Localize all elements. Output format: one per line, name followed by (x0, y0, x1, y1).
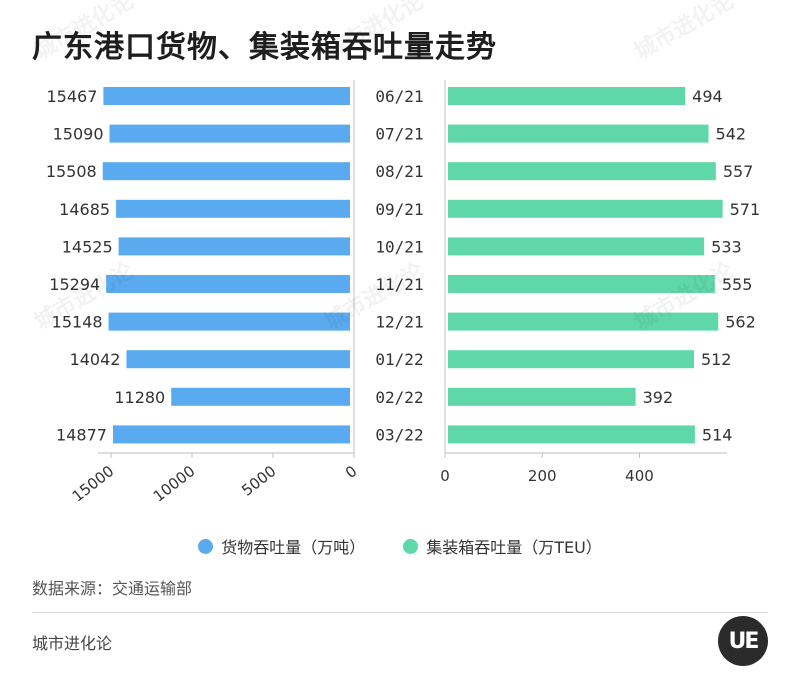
category-label: 12/21 (375, 313, 423, 332)
container-value-label: 555 (722, 275, 753, 294)
container-bar (448, 124, 709, 143)
left-tick-label: 10000 (150, 462, 199, 506)
container-value-label: 494 (692, 87, 723, 106)
cargo-bar (171, 387, 350, 406)
legend-label-container: 集装箱吞吐量（万TEU） (426, 538, 602, 557)
category-label: 11/21 (375, 275, 423, 294)
cargo-value-label: 14877 (56, 425, 107, 444)
chart-title: 广东港口货物、集装箱吞吐量走势 (32, 30, 497, 65)
cargo-bar (103, 87, 350, 105)
divider (32, 612, 768, 613)
container-bar (448, 199, 723, 218)
cargo-bar (108, 312, 350, 331)
cargo-value-label: 15467 (46, 87, 97, 106)
container-value-label: 557 (723, 162, 754, 181)
legend-label-cargo: 货物吞吐量（万吨） (221, 538, 366, 557)
cargo-bar (118, 237, 350, 256)
container-bar (448, 237, 705, 256)
cargo-value-label: 15508 (46, 162, 97, 181)
container-bar (448, 312, 719, 331)
cargo-bar (126, 350, 351, 369)
left-tick-label: 0 (342, 462, 361, 482)
container-bar (448, 275, 715, 293)
cargo-bar (109, 124, 350, 143)
cargo-value-label: 14525 (62, 237, 113, 256)
category-label: 01/22 (375, 350, 423, 369)
category-label: 06/21 (375, 87, 423, 106)
cargo-bar (102, 162, 350, 181)
container-value-label: 533 (711, 237, 742, 256)
container-value-label: 392 (643, 388, 674, 407)
watermark-text: 城市进化论 (320, 0, 429, 65)
data-source: 数据来源：交通运输部 (32, 579, 193, 598)
right-tick-label: 400 (625, 467, 654, 485)
container-value-label: 562 (725, 313, 756, 332)
cargo-bar (116, 199, 350, 218)
cargo-value-label: 11280 (114, 388, 165, 407)
cargo-value-label: 15090 (53, 125, 104, 144)
container-value-label: 514 (702, 425, 733, 444)
right-tick-label: 0 (440, 467, 450, 485)
cargo-bar (112, 425, 351, 444)
category-label: 07/21 (375, 125, 423, 144)
butterfly-bar-chart: 06/21 15467 494 07/21 15090 542 08/21 15508 557 0… (30, 0, 761, 530)
container-bar (448, 425, 695, 444)
category-label: 09/21 (375, 200, 423, 219)
left-tick-label: 15000 (69, 462, 118, 506)
right-tick-label: 200 (528, 467, 557, 485)
watermark-text: 城市进化论 (630, 0, 739, 65)
container-bar (448, 162, 716, 181)
brand-name: 城市进化论 (32, 634, 113, 653)
left-tick-label: 5000 (238, 462, 279, 500)
watermark-text: 城市进化论 (630, 527, 739, 530)
container-value-label: 542 (716, 125, 747, 144)
category-label: 10/21 (375, 237, 423, 256)
container-bar (448, 87, 686, 105)
category-label: 02/22 (375, 388, 423, 407)
cargo-bar (106, 275, 350, 293)
container-bar (448, 350, 694, 369)
container-bar (448, 387, 636, 406)
legend-swatch-cargo (198, 538, 214, 554)
watermark-text: 城市进化论 (320, 527, 429, 530)
watermark-text: 城市进化论 (30, 0, 139, 65)
cargo-value-label: 15294 (49, 275, 100, 294)
legend-item-container[interactable]: 集装箱吞吐量（万TEU） (403, 534, 602, 558)
legend-swatch-container (403, 538, 419, 554)
legend-item-cargo[interactable]: 货物吞吐量（万吨） (198, 534, 365, 558)
cargo-value-label: 15148 (52, 313, 103, 332)
brand-logo: UE (718, 616, 768, 666)
cargo-value-label: 14042 (70, 350, 121, 369)
legend: 货物吞吐量（万吨） 集装箱吞吐量（万TEU） (0, 534, 800, 558)
category-label: 08/21 (375, 162, 423, 181)
container-value-label: 571 (730, 200, 761, 219)
container-value-label: 512 (701, 350, 732, 369)
category-label: 03/22 (375, 425, 423, 444)
cargo-value-label: 14685 (59, 200, 110, 219)
